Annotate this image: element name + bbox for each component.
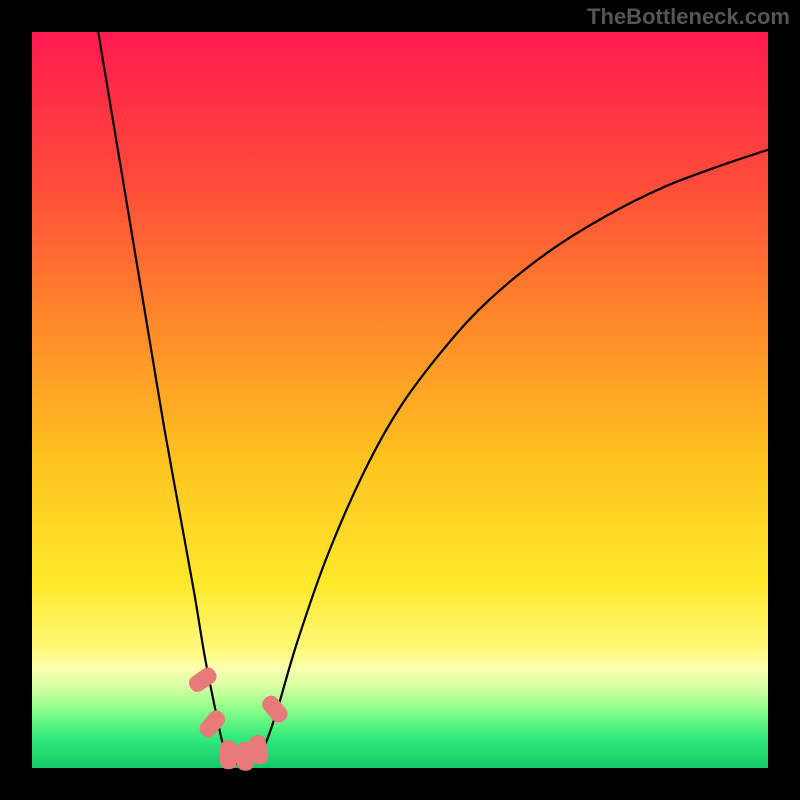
curve-marker bbox=[221, 741, 237, 769]
chart-root: TheBottleneck.com bbox=[0, 0, 800, 800]
chart-background bbox=[32, 32, 768, 768]
bottleneck-chart bbox=[0, 0, 800, 800]
watermark-text: TheBottleneck.com bbox=[587, 4, 790, 30]
